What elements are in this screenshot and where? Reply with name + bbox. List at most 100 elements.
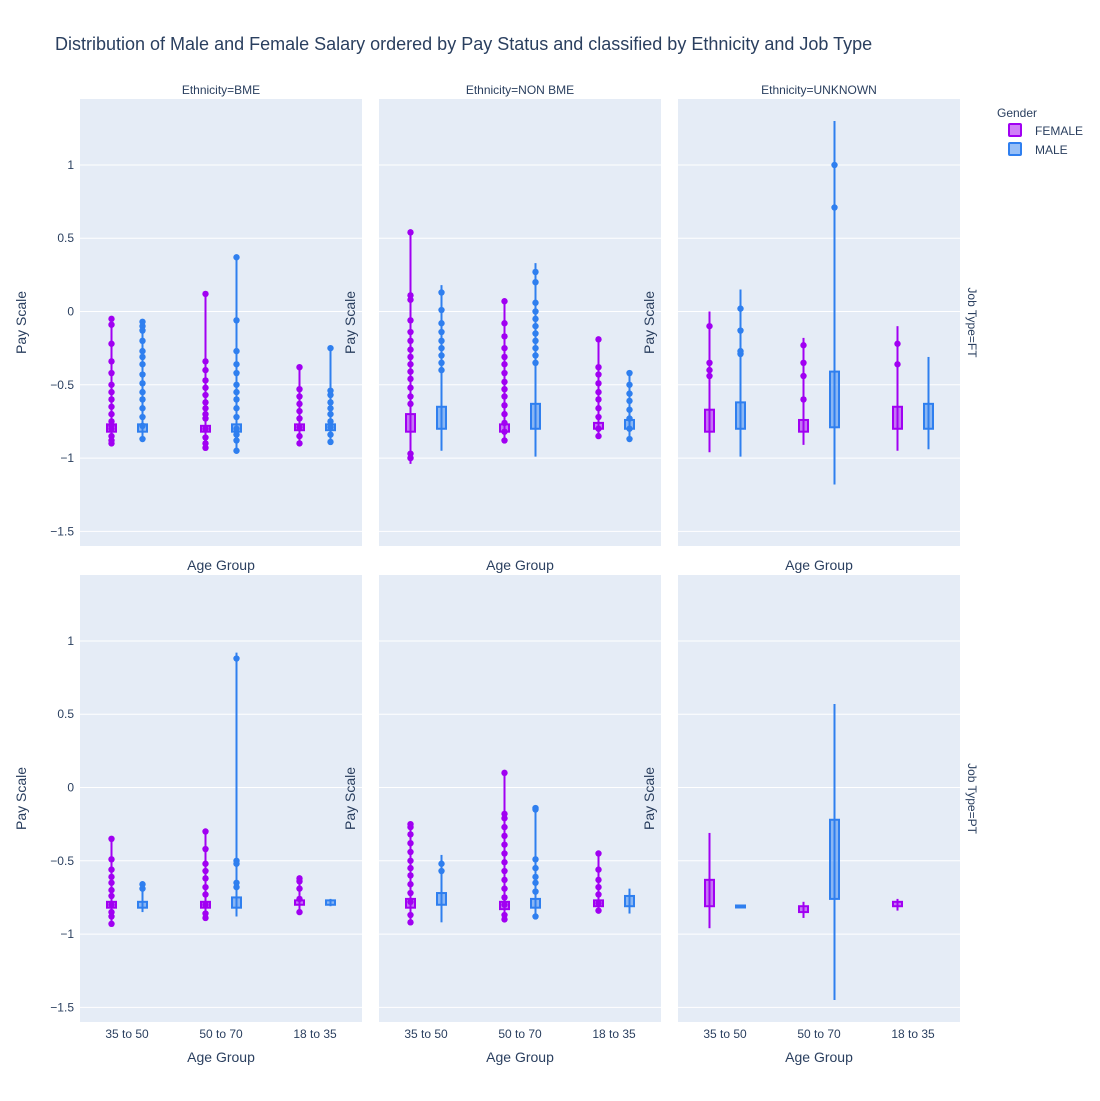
legend-item-female[interactable]: FEMALE <box>1008 123 1083 138</box>
data-point <box>595 380 602 387</box>
y-tick-label: −1 <box>60 927 74 941</box>
data-point <box>108 873 115 881</box>
data-point <box>327 438 334 446</box>
data-point <box>800 342 807 349</box>
row-facet-label: Job Type=FT <box>965 287 979 358</box>
legend[interactable]: Gender FEMALE MALE <box>997 106 1083 157</box>
y-tick-label: −0.5 <box>50 378 74 392</box>
data-point <box>626 425 633 432</box>
y-tick-label: −0.5 <box>50 854 74 868</box>
data-point <box>108 920 115 928</box>
data-point <box>327 344 334 352</box>
data-point <box>407 361 414 368</box>
x-tick-label: 50 to 70 <box>199 1027 243 1041</box>
data-point <box>407 292 414 299</box>
x-tick-label: 18 to 35 <box>891 1027 935 1041</box>
violin-male <box>137 881 148 913</box>
violin-male <box>735 289 746 457</box>
panel-1-0: −1.5 −1 −0.5 0 0.5 1 Pay Scale Age Group 35 to 5… <box>13 575 362 1065</box>
data-point <box>233 317 240 324</box>
data-point <box>501 832 508 840</box>
data-point <box>108 410 115 418</box>
data-point <box>407 337 414 345</box>
data-point <box>233 655 240 662</box>
violin-male <box>231 652 242 917</box>
violin-female <box>405 229 416 464</box>
plot-background <box>678 99 960 546</box>
data-point <box>532 856 539 863</box>
data-point <box>532 330 539 337</box>
legend-swatch-male <box>1008 142 1022 156</box>
y-tick-label: 1 <box>67 158 74 172</box>
data-point <box>108 418 115 425</box>
y-axis-title: Pay Scale <box>13 291 29 354</box>
x-tick-label: 50 to 70 <box>797 1027 841 1041</box>
data-point <box>407 317 414 324</box>
legend-swatch-female <box>1008 123 1022 137</box>
data-point <box>139 422 146 430</box>
data-point <box>108 432 115 440</box>
data-point <box>595 364 602 371</box>
data-point <box>501 867 508 875</box>
data-point <box>202 425 209 432</box>
data-point <box>532 913 539 920</box>
violin-female <box>593 336 604 440</box>
data-point <box>438 344 445 352</box>
violin-box <box>704 408 715 433</box>
data-point <box>737 350 744 358</box>
data-point <box>501 841 508 848</box>
data-point <box>296 885 303 892</box>
data-point <box>501 850 508 857</box>
data-point <box>407 375 414 383</box>
data-point <box>501 815 508 822</box>
data-point <box>108 381 115 388</box>
data-point <box>139 396 146 403</box>
data-point <box>139 881 146 888</box>
violin-female <box>892 898 903 911</box>
data-point <box>532 322 539 330</box>
data-point <box>501 298 508 305</box>
x-tick-label: 18 to 35 <box>293 1027 337 1041</box>
data-point <box>407 296 414 303</box>
data-point <box>532 873 539 881</box>
data-point <box>233 413 240 421</box>
data-point <box>438 289 445 296</box>
data-point <box>139 347 146 355</box>
violin-female <box>499 769 510 923</box>
violin-box <box>624 894 635 908</box>
data-point <box>501 369 508 377</box>
violin-female <box>798 901 809 918</box>
x-axis-title: Age Group <box>187 557 255 573</box>
data-point <box>407 823 414 831</box>
data-point <box>139 435 146 443</box>
data-point <box>595 866 602 873</box>
data-point <box>532 315 539 323</box>
y-axis-title: Pay Scale <box>641 291 657 354</box>
violin-female <box>499 298 510 444</box>
data-point <box>108 388 115 396</box>
data-point <box>595 883 602 891</box>
data-point <box>501 361 508 368</box>
data-point <box>108 358 115 365</box>
data-point <box>626 397 633 405</box>
violin-box <box>735 904 746 909</box>
data-point <box>595 900 602 907</box>
violin-box <box>530 402 541 430</box>
data-point <box>595 850 602 857</box>
y-tick-label: −1.5 <box>50 524 74 538</box>
data-point <box>108 396 115 403</box>
x-axis-title: Age Group <box>187 1049 255 1065</box>
violin-male <box>325 344 336 446</box>
data-point <box>202 883 209 891</box>
x-tick-label: 18 to 35 <box>592 1027 636 1041</box>
data-point <box>532 888 539 895</box>
y-tick-label: 0.5 <box>57 231 74 245</box>
data-point <box>202 410 209 418</box>
violin-box <box>325 899 336 906</box>
data-point <box>407 353 414 361</box>
data-point <box>108 340 115 347</box>
facet-panels: −1.5 −1 −0.5 0 0.5 1 Pay Scale Age Group Ethnici… <box>13 83 979 1065</box>
x-axis-title: Age Group <box>785 557 853 573</box>
legend-item-male[interactable]: MALE <box>1008 142 1068 157</box>
violin-box <box>798 418 809 433</box>
